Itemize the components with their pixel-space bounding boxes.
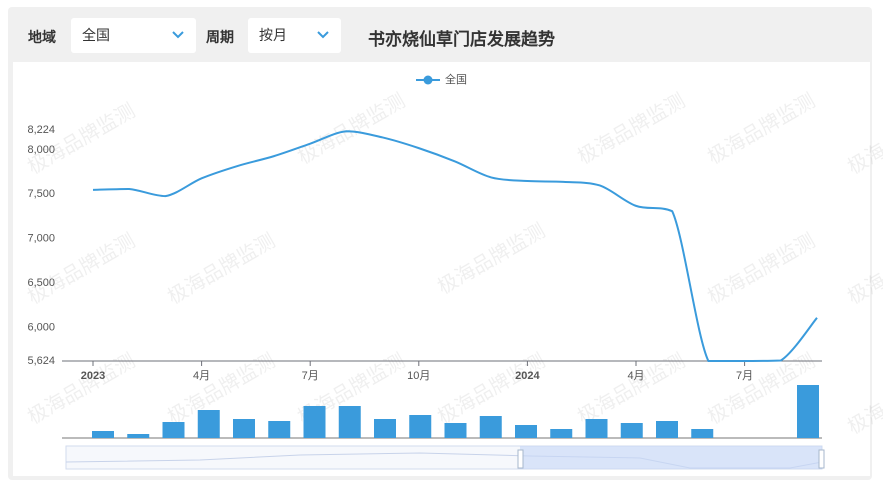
period-select[interactable]: 按月 (248, 18, 341, 53)
bar (656, 421, 678, 438)
watermark: 极海品牌监测 (164, 229, 279, 309)
bar (374, 419, 396, 438)
watermark: 极海品牌监测 (844, 229, 883, 309)
y-tick-label: 5,624 (27, 355, 55, 367)
period-label: 周期 (206, 29, 234, 45)
line (92, 130, 818, 362)
watermark: 极海品牌监测 (434, 219, 549, 299)
chevron (317, 31, 329, 39)
bar (197, 410, 220, 438)
bar (162, 422, 185, 438)
bar (303, 406, 326, 438)
bar (268, 421, 291, 438)
bar (338, 406, 361, 438)
watermark: 极海品牌监测 (704, 229, 819, 309)
y-tick-label: 7,000 (27, 233, 55, 245)
chart-panel (13, 62, 870, 476)
x-tick-label: 2024 (515, 370, 540, 382)
watermark: 极海品牌监测 (844, 99, 883, 179)
x-tick-label: 7月 (302, 370, 319, 382)
period-value: 按月 (259, 27, 287, 43)
x-tick-label: 4月 (627, 370, 644, 382)
legend-label: 全国 (445, 72, 467, 86)
bar (691, 429, 714, 438)
y-tick-label: 6,500 (27, 277, 55, 289)
data-zoom[interactable] (65, 445, 825, 470)
x-tick-label: 7月 (736, 370, 753, 382)
watermark: 极海品牌监测 (704, 89, 819, 169)
zoom-handle[interactable] (517, 449, 524, 469)
watermark: 极海品牌监测 (24, 99, 139, 179)
y-tick-label: 8,224 (27, 124, 55, 136)
bar (479, 416, 502, 438)
legend-marker (423, 75, 433, 85)
bar (409, 415, 432, 438)
bar (444, 423, 467, 438)
watermark: 极海品牌监测 (844, 359, 883, 439)
bar (92, 431, 114, 438)
y-tick-label: 6,000 (27, 322, 55, 334)
x-tick-label: 2023 (81, 370, 105, 382)
bar (585, 419, 608, 438)
region-value: 全国 (82, 27, 110, 43)
y-tick-label: 8,000 (27, 144, 55, 156)
watermark: 极海品牌监测 (294, 89, 409, 169)
bar (515, 425, 537, 438)
x-tick-label: 10月 (407, 370, 430, 382)
y-tick-label: 7,500 (27, 188, 55, 200)
bar (620, 423, 643, 438)
watermark: 极海品牌监测 (574, 89, 689, 169)
bar (797, 385, 819, 438)
zoom-handle[interactable] (818, 449, 825, 469)
bar (550, 429, 573, 438)
bar (127, 434, 150, 438)
chevron (172, 31, 184, 39)
bar (233, 419, 255, 438)
zoom-window[interactable] (520, 446, 822, 469)
x-tick-label: 4月 (193, 370, 210, 382)
region-select[interactable]: 全国 (71, 18, 196, 53)
region-label: 地域 (28, 29, 56, 45)
chart-title: 书亦烧仙草门店发展趋势 (368, 30, 555, 49)
